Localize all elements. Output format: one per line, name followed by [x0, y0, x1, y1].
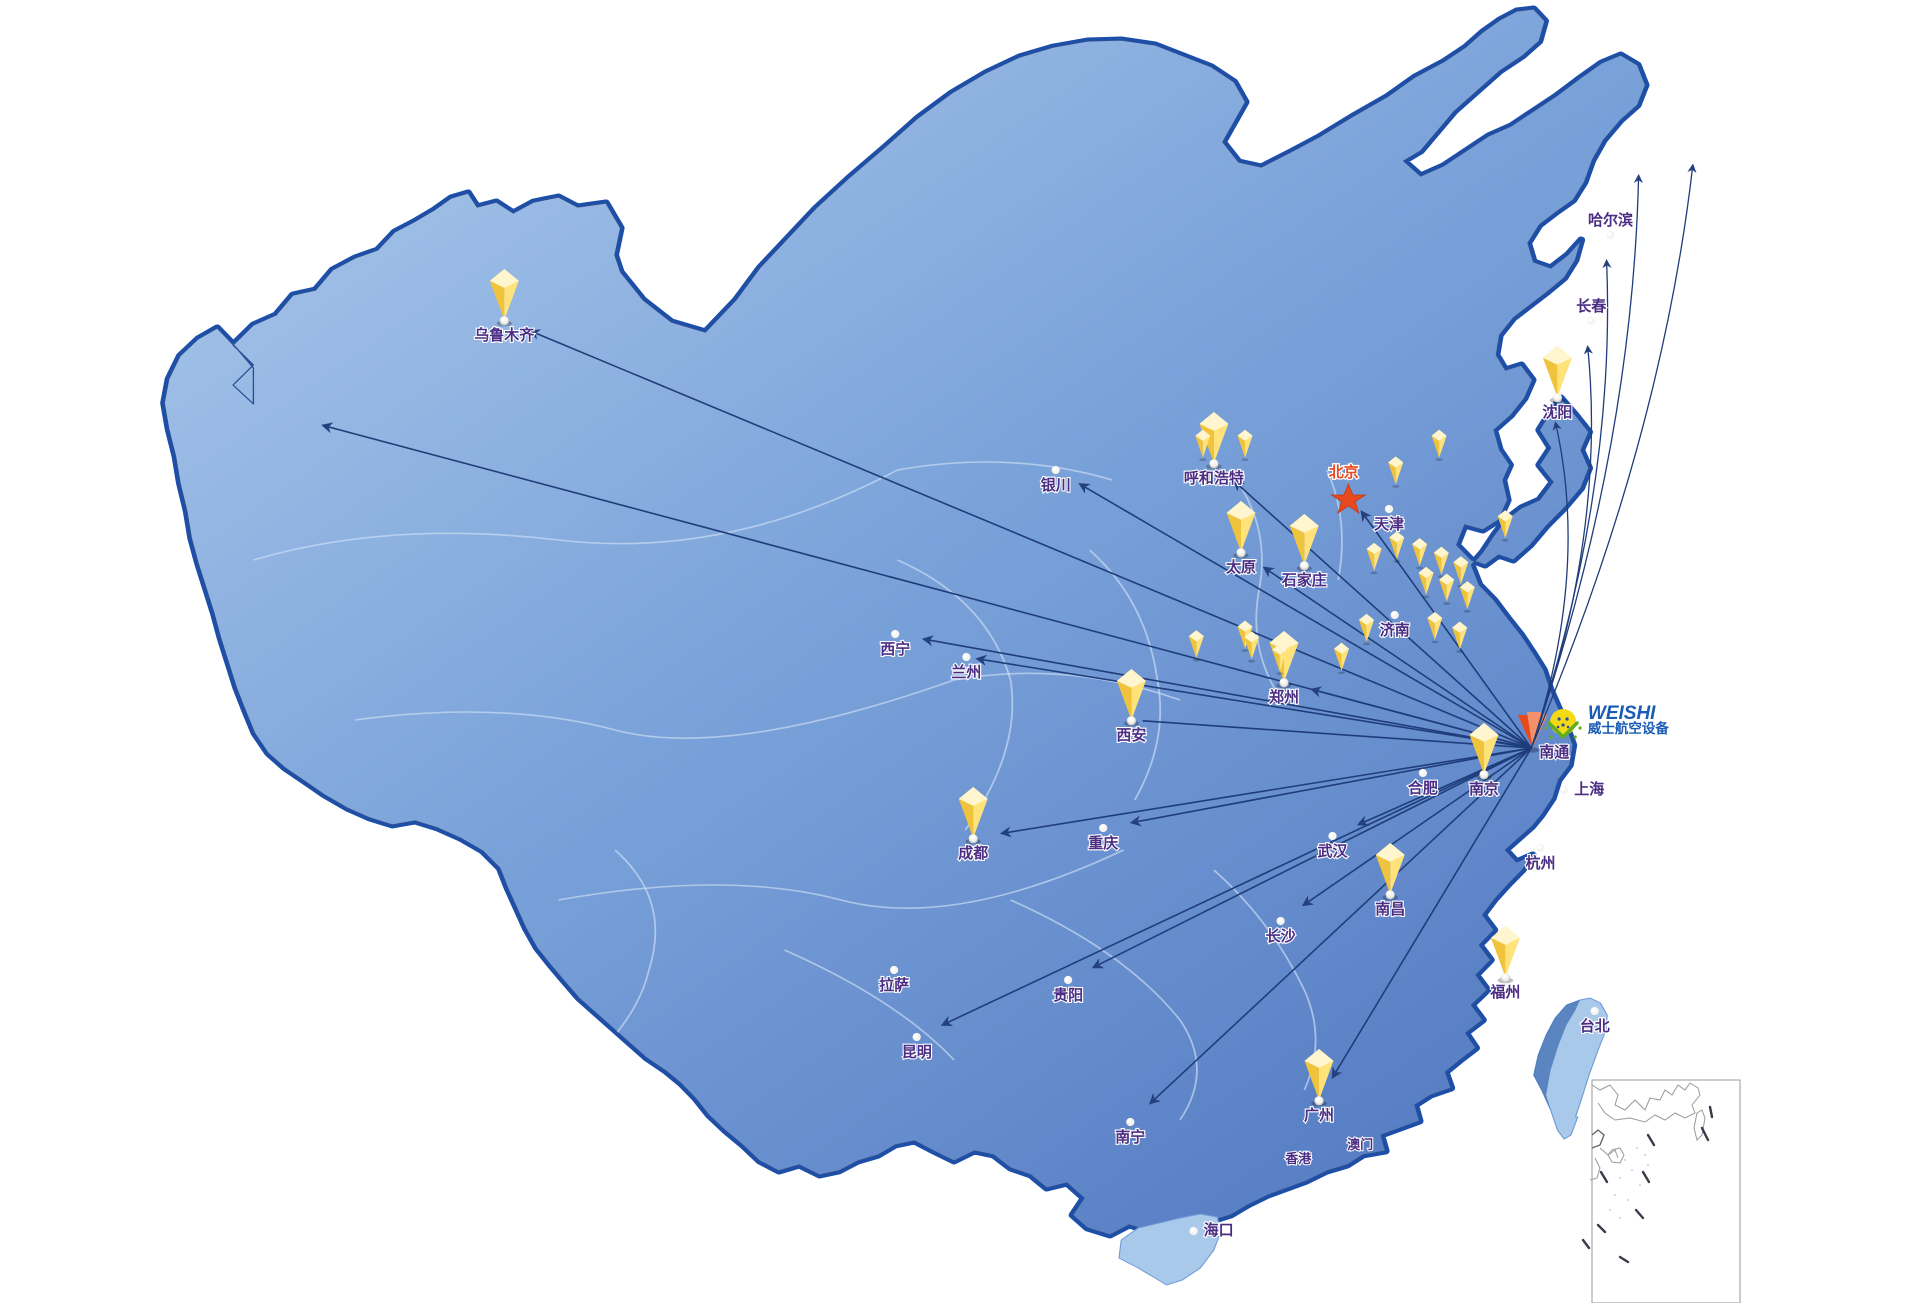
svg-text:太原: 太原	[1226, 558, 1256, 576]
svg-text:兰州: 兰州	[951, 663, 981, 681]
svg-text:西宁: 西宁	[880, 640, 910, 658]
svg-text:北京: 北京	[1329, 463, 1359, 481]
svg-text:沈阳: 沈阳	[1542, 403, 1572, 421]
svg-text:昆明: 昆明	[902, 1044, 932, 1061]
svg-text:台北: 台北	[1580, 1017, 1610, 1035]
svg-text:郑州: 郑州	[1269, 688, 1299, 706]
svg-text:杭州: 杭州	[1525, 854, 1555, 872]
svg-text:重庆: 重庆	[1088, 834, 1118, 852]
svg-text:南通: 南通	[1539, 743, 1569, 761]
svg-text:成都: 成都	[958, 844, 988, 862]
svg-text:石家庄: 石家庄	[1281, 571, 1327, 589]
svg-text:香港: 香港	[1284, 1151, 1312, 1166]
svg-text:武汉: 武汉	[1317, 842, 1348, 860]
svg-text:南京: 南京	[1469, 780, 1499, 798]
svg-text:贵阳: 贵阳	[1053, 986, 1083, 1004]
svg-text:呼和浩特: 呼和浩特	[1184, 469, 1244, 487]
svg-text:南昌: 南昌	[1375, 900, 1405, 918]
svg-text:济南: 济南	[1380, 621, 1410, 639]
svg-text:海口: 海口	[1204, 1221, 1234, 1239]
svg-text:南宁: 南宁	[1115, 1128, 1145, 1146]
svg-text:哈尔滨: 哈尔滨	[1588, 211, 1633, 229]
svg-text:乌鲁木齐: 乌鲁木齐	[474, 326, 535, 344]
svg-text:威士航空设备: 威士航空设备	[1588, 720, 1669, 736]
svg-text:长春: 长春	[1576, 297, 1606, 315]
svg-text:银川: 银川	[1041, 476, 1071, 494]
svg-text:广州: 广州	[1304, 1106, 1334, 1124]
svg-text:上海: 上海	[1574, 780, 1604, 798]
svg-text:长沙: 长沙	[1266, 927, 1296, 945]
svg-text:拉萨: 拉萨	[879, 976, 909, 994]
svg-text:福州: 福州	[1489, 983, 1520, 1001]
svg-text:西安: 西安	[1116, 726, 1146, 744]
svg-text:合肥: 合肥	[1407, 779, 1438, 797]
svg-text:澳门: 澳门	[1347, 1137, 1373, 1152]
svg-text:天津: 天津	[1374, 515, 1404, 533]
